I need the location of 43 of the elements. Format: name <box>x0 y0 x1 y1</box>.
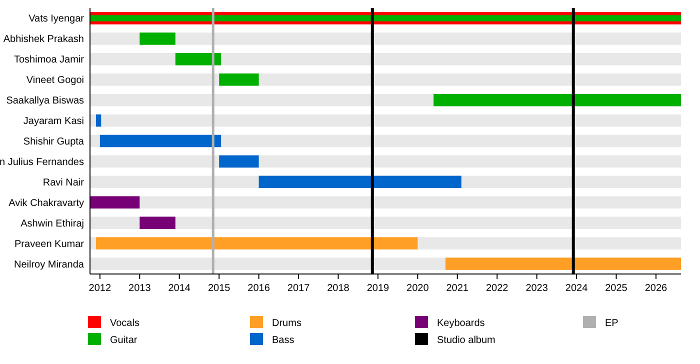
legend-label: Studio album <box>437 335 496 346</box>
y-tick-label: Praveen Kumar <box>14 238 85 250</box>
x-tick-label: 2025 <box>605 283 628 294</box>
bar <box>90 196 140 209</box>
x-tick-label: 2017 <box>287 283 310 294</box>
x-tick-label: 2015 <box>208 283 231 294</box>
x-tick-label: 2026 <box>644 283 668 294</box>
x-tick-label: 2022 <box>486 283 509 294</box>
y-tick-label: Ashwin Ethiraj <box>20 218 84 230</box>
bar <box>96 114 102 127</box>
y-tick-label: Jayaram Kasi <box>23 116 84 128</box>
y-tick-label: Vats Iyengar <box>28 14 85 25</box>
legend-label: Keyboards <box>437 318 485 329</box>
y-tick-label: Saakallya Biswas <box>6 96 84 107</box>
y-tick-label: Vineet Gogoi <box>26 75 84 86</box>
x-tick-label: 2019 <box>366 283 390 294</box>
legend-label: Bass <box>272 335 294 346</box>
y-tick-label: Avik Chakravarty <box>8 198 84 209</box>
x-tick-label: 2013 <box>128 283 152 294</box>
bar <box>140 32 176 45</box>
y-tick-label: Ravi Nair <box>42 177 85 188</box>
bar <box>219 73 259 86</box>
x-tick-label: 2023 <box>526 283 548 294</box>
bar <box>219 155 259 168</box>
bar <box>140 216 176 229</box>
x-tick-label: 2020 <box>406 283 430 294</box>
x-tick-label: 2021 <box>446 283 469 294</box>
legend-label: Drums <box>272 318 302 329</box>
x-tick-label: 2018 <box>327 283 350 294</box>
y-tick-label: n Julius Fernandes <box>0 156 84 168</box>
y-tick-label: Toshimoa Jamir <box>14 54 85 66</box>
y-tick-label: Neilroy Miranda <box>14 259 84 270</box>
y-tick-label: Abhishek Prakash <box>3 34 84 46</box>
legend-label: EP <box>605 318 619 329</box>
bar <box>175 53 222 66</box>
x-tick-label: 2014 <box>168 283 191 294</box>
legend-label: Vocals <box>110 318 140 329</box>
y-tick-label: Shishir Gupta <box>23 136 84 148</box>
x-tick-label: 2024 <box>565 283 588 294</box>
legend-label: Guitar <box>110 335 138 346</box>
x-tick-label: 2016 <box>248 283 270 294</box>
bar <box>100 134 222 148</box>
x-tick-label: 2012 <box>88 283 112 294</box>
